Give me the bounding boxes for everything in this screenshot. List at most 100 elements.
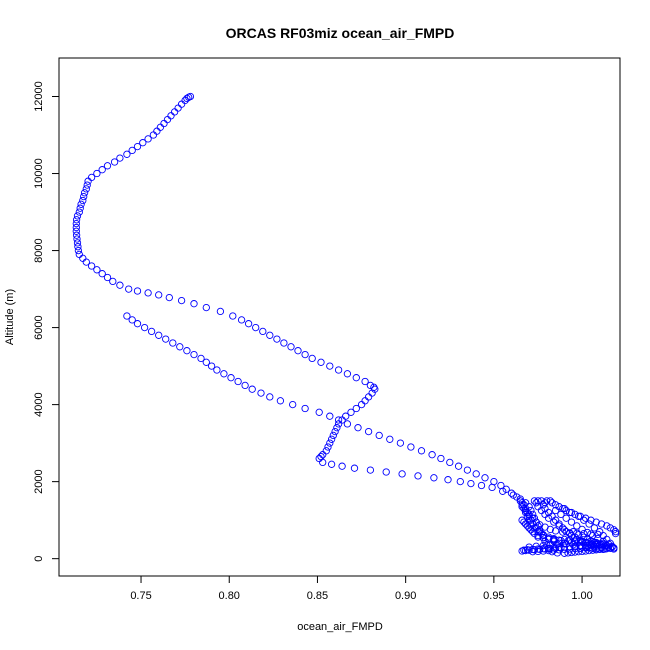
data-point [551, 506, 560, 515]
data-point [80, 189, 89, 197]
data-point [525, 546, 533, 554]
data-point [567, 538, 576, 547]
data-point [557, 510, 565, 519]
x-tick-label: 0.75 [130, 590, 151, 602]
data-point [123, 312, 131, 320]
x-tick-label: 0.90 [395, 590, 416, 602]
data-point [83, 181, 91, 189]
data-point [169, 339, 177, 347]
data-point [581, 514, 590, 522]
data-point [578, 543, 586, 551]
data-point [234, 377, 242, 386]
data-point [98, 166, 106, 174]
data-point [73, 235, 81, 243]
data-point [446, 458, 454, 467]
data-point [544, 514, 553, 522]
data-point [87, 262, 96, 270]
data-point [93, 169, 101, 178]
data-point [472, 470, 480, 478]
data-point [537, 497, 546, 505]
data-point [252, 323, 260, 332]
data-point [386, 435, 394, 443]
data-point [585, 520, 593, 528]
data-point [72, 231, 81, 239]
data-point [444, 476, 452, 484]
data-point [319, 458, 327, 467]
data-point [149, 131, 158, 139]
data-point [604, 540, 613, 548]
data-point [110, 158, 119, 166]
data-point [610, 526, 618, 534]
data-point [366, 381, 375, 390]
data-point [343, 420, 352, 428]
data-point [183, 347, 191, 355]
data-point [398, 470, 406, 478]
data-point [248, 385, 256, 393]
data-point [266, 331, 274, 339]
data-point [72, 219, 80, 228]
data-point [382, 468, 390, 476]
data-point [560, 535, 569, 544]
data-point [548, 499, 556, 507]
data-point [551, 527, 560, 535]
data-point [163, 115, 172, 124]
data-point [72, 216, 81, 224]
data-point [551, 501, 560, 509]
data-point [551, 544, 560, 552]
data-point [534, 497, 542, 505]
data-point [125, 285, 133, 293]
data-point [555, 520, 563, 528]
data-point [301, 350, 309, 359]
data-point [155, 331, 163, 339]
data-point [73, 212, 82, 220]
data-point [116, 281, 124, 289]
data-point [606, 524, 614, 532]
data-point [608, 542, 616, 550]
data-point [518, 547, 526, 555]
data-point [280, 339, 288, 347]
data-point [576, 544, 584, 552]
data-point [287, 343, 295, 351]
data-point [327, 460, 336, 468]
data-point [596, 545, 604, 553]
data-point [216, 307, 225, 316]
data-point [76, 204, 84, 212]
data-point [589, 546, 597, 554]
x-axis-label: ocean_air_FMPD [297, 621, 383, 633]
data-point [601, 542, 609, 550]
data-point [301, 404, 309, 413]
data-point [79, 196, 87, 205]
data-point [361, 397, 369, 405]
data-point [116, 154, 124, 162]
data-point [109, 277, 117, 286]
data-point [334, 416, 343, 424]
data-point [560, 504, 569, 513]
data-point [343, 370, 352, 378]
data-point [75, 208, 83, 216]
data-point [562, 514, 570, 522]
y-tick-label: 0 [33, 556, 45, 562]
data-point [544, 534, 553, 543]
data-point [139, 139, 147, 147]
data-point [573, 529, 581, 537]
data-point [569, 528, 577, 536]
data-point [177, 296, 186, 305]
data-point [123, 150, 131, 158]
data-point [580, 516, 588, 524]
y-tick-label: 4000 [33, 392, 45, 416]
data-point [604, 543, 613, 551]
data-point [326, 412, 334, 420]
data-point [322, 447, 330, 455]
data-point [414, 472, 422, 480]
data-point [80, 192, 88, 201]
data-point [324, 443, 332, 451]
data-point [74, 246, 83, 255]
data-point [183, 94, 191, 103]
data-point [580, 529, 588, 538]
data-point [103, 273, 112, 282]
data-point [544, 546, 553, 555]
data-point [566, 536, 574, 544]
data-point [611, 528, 620, 536]
data-point [197, 354, 205, 363]
